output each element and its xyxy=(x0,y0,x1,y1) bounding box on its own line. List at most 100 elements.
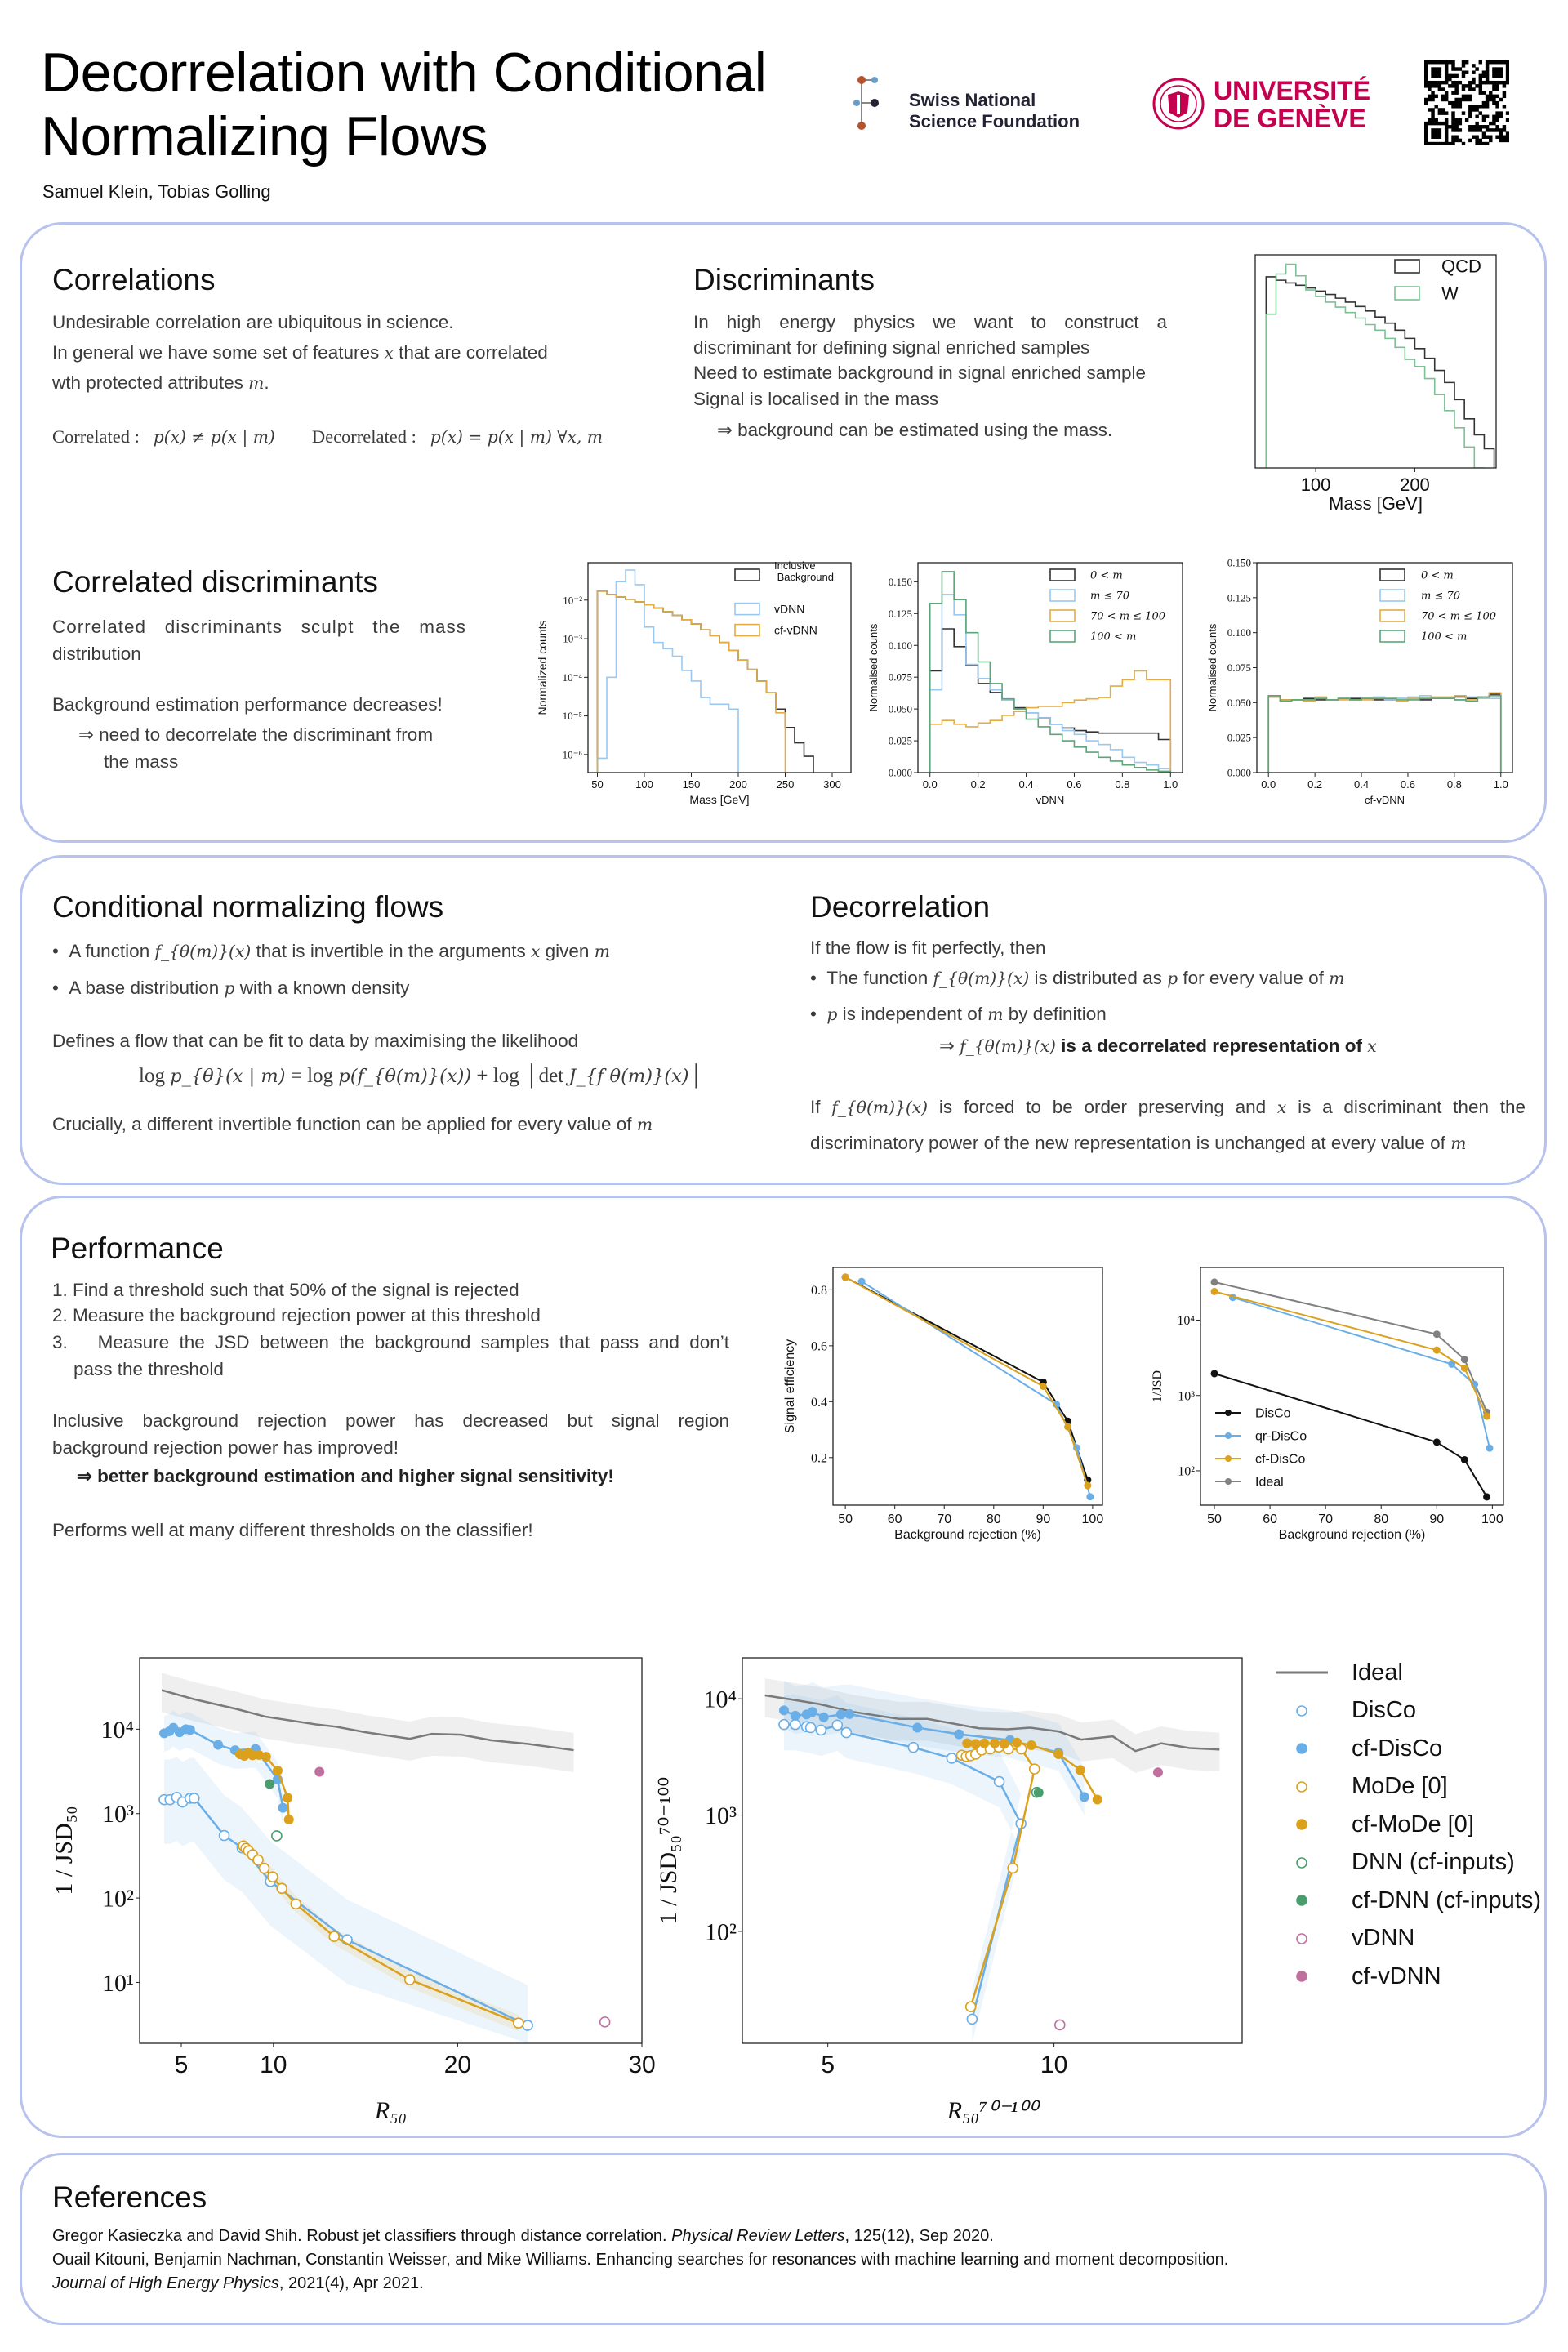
correlated-discriminants-heading: Correlated discriminants xyxy=(52,565,378,599)
x-tick-label: 90 xyxy=(1429,1512,1444,1526)
performance-better: ⇒ better background estimation and highe… xyxy=(77,1466,614,1486)
y-axis-label: 1 / JSD₅₀ xyxy=(51,1806,78,1895)
legend-label: cf-DisCo xyxy=(1255,1453,1305,1467)
mass-histogram-vdnn: 50 100 150 200 250 300 10⁻² 10⁻³ 10⁻⁴ 10⁻⁵ 10⁻⁶ Mas… xyxy=(535,555,862,808)
math-expression: p(x) ≠ p(x | m) xyxy=(153,427,275,447)
y-axis-label: 1 / JSD₅₀⁷⁰⁻¹⁰⁰ xyxy=(655,1777,682,1925)
axes-frame xyxy=(832,1267,1103,1506)
uncertainty-band-disco xyxy=(783,1695,1022,2043)
marker-swatch-icon xyxy=(1265,1742,1339,1755)
reference-2-journal: Journal of High Energy Physics xyxy=(52,2274,279,2292)
decorrelation-paragraph-line-1: If f_{θ(m)}(x) is forced to be order pre… xyxy=(810,1095,1526,1120)
marker-swatch-icon xyxy=(1265,1970,1339,1983)
flows-crucially: Crucially, a different invertible functi… xyxy=(52,1112,653,1137)
axes-frame xyxy=(917,562,1183,773)
data-point-dnn-cf-inputs xyxy=(271,1830,283,1842)
series-line-ideal xyxy=(764,1694,1220,1753)
data-point-disco xyxy=(815,1724,827,1736)
text-run: that is invertible in the arguments xyxy=(251,941,531,961)
data-point-disco xyxy=(1210,1370,1218,1378)
formula-text: Correlated : xyxy=(52,426,154,447)
qr-code[interactable] xyxy=(1424,60,1510,146)
performance-step: pass the threshold xyxy=(74,1359,224,1379)
legend-label: qr-DisCo xyxy=(1255,1430,1307,1444)
x-tick-label: 30 xyxy=(628,2051,655,2078)
reference-2-details: , 2021(4), Apr 2021. xyxy=(278,2274,424,2292)
x-tick-label: 50 xyxy=(1207,1512,1222,1526)
data-point-disco xyxy=(804,1722,817,1734)
legend-label: 70 < m ≤ 100 xyxy=(1090,611,1165,623)
y-tick-label: 0.6 xyxy=(811,1339,827,1353)
data-point-disco xyxy=(1460,1455,1468,1463)
histogram-0-m xyxy=(1267,693,1502,773)
plot-area xyxy=(764,1678,1220,2043)
data-point-cf-mode-0 xyxy=(283,1793,293,1803)
data-point-mode-0 xyxy=(267,1871,278,1882)
correlation-formula: Correlated : p(x) ≠ p(x | m) Decorrelate… xyxy=(52,425,603,449)
legend-label: 100 < m xyxy=(1090,631,1136,644)
math-expression: m xyxy=(1329,969,1345,988)
data-point-mode-0 xyxy=(276,1882,287,1895)
axes-frame xyxy=(1254,254,1497,469)
data-point-ideal xyxy=(1210,1278,1218,1286)
correlated-discriminants-line-4: ⇒ need to decorrelate the discriminant f… xyxy=(78,724,434,745)
plot-area xyxy=(158,1673,611,2043)
cf-vdnn-output-histogram: 0.0 0.2 0.4 0.6 0.8 1.0 0.000 0.025 0.050 0.075 0.… xyxy=(1205,555,1527,808)
uncertainty-band-ideal xyxy=(162,1673,574,1772)
legend-marker xyxy=(1225,1432,1232,1439)
data-point-cf-disco xyxy=(954,1729,964,1740)
y-tick-label: 10⁻⁵ xyxy=(563,710,582,722)
histogram-m-70 xyxy=(929,594,1172,773)
correlations-line: In general we have some set of features … xyxy=(52,341,548,365)
data-point-cf-disco xyxy=(1432,1346,1441,1354)
data-point-cf-mode-0 xyxy=(999,1739,1009,1749)
decorrelation-bullet-text: The function f_{θ(m)}(x) is distributed … xyxy=(826,968,1344,988)
math-expression: f_{θ(m)}(x) xyxy=(960,1036,1056,1056)
references-heading: References xyxy=(52,2180,207,2214)
data-point-mode-0 xyxy=(1028,1763,1040,1775)
panel-correlations xyxy=(20,222,1547,843)
decorrelation-bullet-text: p is independent of m by definition xyxy=(826,1004,1106,1024)
data-point-cf-mode-0 xyxy=(261,1752,271,1762)
x-tick-label: 80 xyxy=(987,1512,1001,1526)
data-point-cf-disco xyxy=(1210,1287,1218,1295)
authors: Samuel Klein, Tobias Golling xyxy=(42,181,271,202)
legend-swatch xyxy=(1049,630,1076,643)
y-tick-label: 0.150 xyxy=(1227,557,1251,569)
legend-swatch xyxy=(1379,568,1405,581)
discriminants-line-5: ⇒ background can be estimated using the … xyxy=(717,420,1113,440)
text-run: by definition xyxy=(1003,1004,1107,1024)
reference-2-text: Ouail Kitouni, Benjamin Nachman, Constan… xyxy=(52,2251,1229,2269)
axes-frame xyxy=(1200,1267,1504,1506)
y-tick-label: 10⁴ xyxy=(1177,1314,1195,1328)
x-tick-label: 100 xyxy=(1481,1512,1503,1526)
y-tick-label: 0.125 xyxy=(1227,591,1251,604)
qcd-w-mass-histogram: 100 200 Mass [GeV] QCD W xyxy=(1225,245,1519,514)
title-line-1: Decorrelation with Conditional xyxy=(41,42,767,104)
x-axis-label: R₅₀ xyxy=(374,2097,407,2124)
data-point-cf-disco xyxy=(1483,1412,1491,1420)
data-point-qr-disco xyxy=(1448,1360,1456,1368)
x-tick-label: 150 xyxy=(683,778,701,791)
math-expression: p xyxy=(1167,969,1178,988)
correlated-discriminants-line-2: distribution xyxy=(52,644,141,664)
histogram-100-m xyxy=(929,571,1172,773)
y-tick-label: 10⁻⁶ xyxy=(563,748,582,760)
correlated-discriminants-line-5: the mass xyxy=(104,751,179,772)
flows-defines: Defines a flow that can be fit to data b… xyxy=(52,1031,579,1051)
panel-flows xyxy=(20,855,1547,1185)
math-expression: p(x) = p(x | m) ∀x, m xyxy=(430,427,604,447)
legend-swatch xyxy=(1049,589,1076,602)
data-point-mode-0 xyxy=(290,1898,302,1910)
x-tick-label: 0.0 xyxy=(1261,778,1276,791)
series-line-disco xyxy=(844,1276,1089,1481)
x-tick-label: 200 xyxy=(729,778,747,791)
discriminants-line-2: discriminant for defining signal enriche… xyxy=(693,337,1090,358)
legend-item-ideal: Ideal xyxy=(1265,1656,1403,1689)
correlations-line: Undesirable correlation are ubiquitous i… xyxy=(52,310,454,335)
snsf-name-line-1: Swiss National xyxy=(909,90,1036,110)
snsf-molecule-icon xyxy=(853,76,879,130)
performance-step: 3. Measure the JSD between the backgroun… xyxy=(52,1332,729,1352)
x-tick-label: 0.6 xyxy=(1067,778,1081,791)
y-tick-label: 0.125 xyxy=(889,608,912,620)
